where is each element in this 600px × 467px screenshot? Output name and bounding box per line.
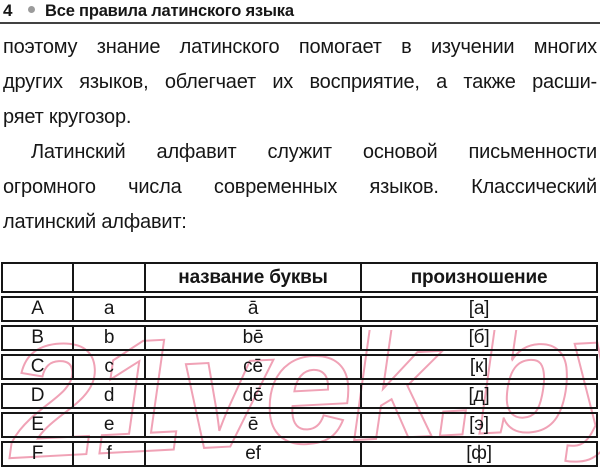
cell-uppercase: E <box>3 414 74 436</box>
latin-alphabet-table: название буквы произношение A a ā [а] B … <box>1 262 598 467</box>
cell-letter-name: cē <box>146 356 362 378</box>
body-text: поэтому знание латинского помогает в изу… <box>3 30 597 240</box>
table-row-e: E e ē [э] <box>1 412 598 438</box>
cell-lowercase: f <box>74 443 146 465</box>
header-cell-letter-name: название буквы <box>146 264 362 291</box>
cell-letter-name: bē <box>146 327 362 349</box>
table-row-d: D d dē [д] <box>1 383 598 409</box>
header-cell-lowercase <box>74 264 146 291</box>
table-row-b: B b bē [б] <box>1 325 598 351</box>
cell-letter-name: dē <box>146 385 362 407</box>
paragraph-2-line-1: Латинский алфавит служит основой письмен… <box>31 141 597 163</box>
cell-pronunciation: [а] <box>468 298 490 319</box>
cell-uppercase: C <box>3 356 74 378</box>
cell-uppercase: F <box>3 443 74 465</box>
running-head-title: Все правила латинского языка <box>45 2 294 20</box>
paragraph-1-line-3: ряет кругозор. <box>3 106 132 128</box>
page-number: 4 <box>3 1 13 20</box>
cell-pronunciation: [к] <box>469 356 489 377</box>
paragraph-1-line-1: поэтому знание латинского помогает в изу… <box>3 36 597 58</box>
watermark: 21vek.by <box>0 330 600 467</box>
table-row-c: C c cē [к] <box>1 354 598 380</box>
cell-uppercase: D <box>3 385 74 407</box>
cell-letter-name: ā <box>146 298 362 320</box>
paragraph-2-line-2: огромного числа современных языков. Клас… <box>3 176 597 198</box>
cell-letter-name: ef <box>146 443 362 465</box>
running-head: 4 Все правила латинского языка <box>0 0 600 24</box>
cell-lowercase: c <box>74 356 146 378</box>
cell-letter-name: ē <box>146 414 362 436</box>
cell-lowercase: a <box>74 298 146 320</box>
table-header-row: название буквы произношение <box>1 262 598 293</box>
cell-pronunciation: [э] <box>469 414 489 435</box>
cell-lowercase: e <box>74 414 146 436</box>
cell-pronunciation: [ф] <box>466 443 492 464</box>
paragraph-2-line-3: латинский алфавит: <box>3 211 187 233</box>
table-row-f: F f ef [ф] <box>1 441 598 467</box>
cell-lowercase: b <box>74 327 146 349</box>
bullet-dot-icon <box>28 6 35 13</box>
header-cell-uppercase <box>3 264 74 291</box>
watermark-text: 21vek.by <box>1 330 600 467</box>
cell-uppercase: B <box>3 327 74 349</box>
cell-pronunciation: [б] <box>468 327 490 348</box>
cell-uppercase: A <box>3 298 74 320</box>
cell-lowercase: d <box>74 385 146 407</box>
table-row-a: A a ā [а] <box>1 296 598 322</box>
header-cell-pronunciation: произношение <box>410 266 548 288</box>
paragraph-1-line-2: других языков, облегчает их восприятие, … <box>3 71 597 93</box>
cell-pronunciation: [д] <box>468 385 490 406</box>
